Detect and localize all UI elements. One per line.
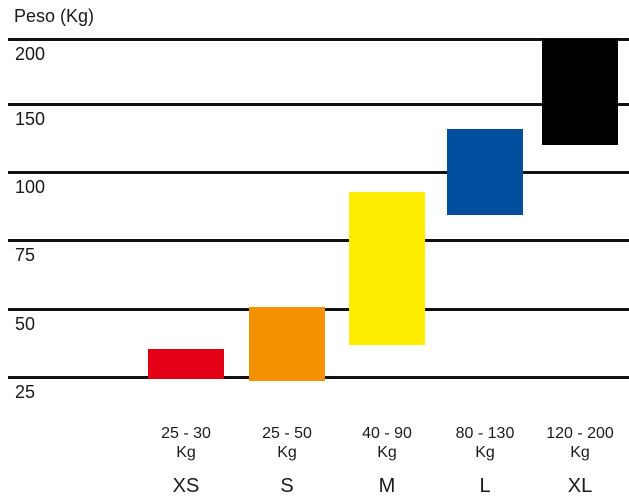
bar-m (349, 192, 425, 345)
range-label-xs: 25 - 30 Kg (131, 424, 241, 462)
bar-l (447, 129, 523, 215)
y-tick-150: 150 (15, 109, 46, 129)
bar-s (249, 307, 325, 381)
range-unit: Kg (277, 444, 297, 461)
category-m: M (378, 475, 396, 497)
range-label-m: 40 - 90 Kg (332, 424, 442, 462)
range-unit: Kg (570, 444, 590, 461)
gridline-100 (8, 171, 629, 174)
category-xl: XL (567, 475, 593, 497)
range-unit: Kg (475, 444, 495, 461)
y-tick-100: 100 (15, 177, 46, 197)
category-xs: XS (172, 475, 200, 497)
bar-xs (148, 349, 224, 379)
range-value: 25 - 50 (262, 425, 312, 442)
range-value: 40 - 90 (362, 425, 412, 442)
gridline-75 (8, 239, 629, 242)
category-l: L (479, 475, 491, 497)
category-s: S (280, 475, 294, 497)
y-tick-25: 25 (15, 382, 36, 402)
bar-xl (542, 39, 618, 145)
range-label-s: 25 - 50 Kg (232, 424, 342, 462)
range-label-xl: 120 - 200 Kg (525, 424, 629, 462)
y-axis-label: Peso (Kg) (14, 6, 95, 26)
range-value: 25 - 30 (161, 425, 211, 442)
range-value: 120 - 200 (546, 425, 614, 442)
y-tick-75: 75 (15, 245, 36, 265)
range-unit: Kg (176, 444, 196, 461)
range-label-l: 80 - 130 Kg (430, 424, 540, 462)
y-tick-200: 200 (15, 44, 46, 64)
range-unit: Kg (377, 444, 397, 461)
y-tick-50: 50 (15, 314, 36, 334)
gridline-200 (8, 38, 629, 41)
gridline-150 (8, 103, 629, 106)
range-value: 80 - 130 (455, 425, 515, 442)
